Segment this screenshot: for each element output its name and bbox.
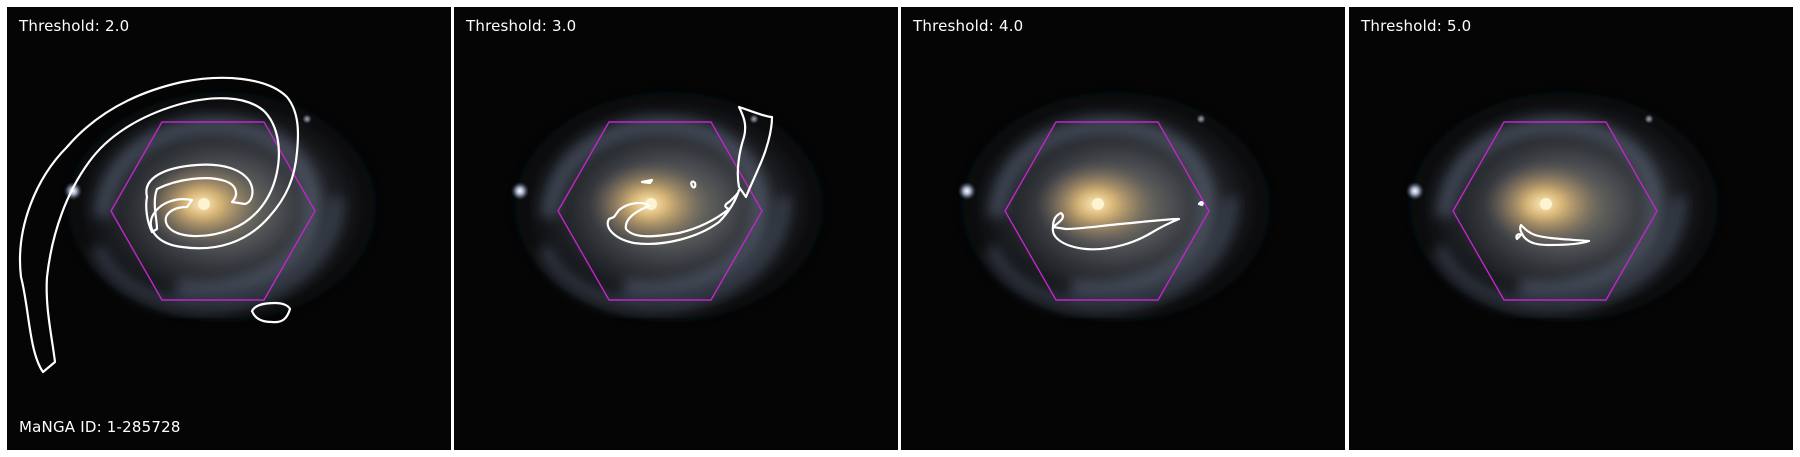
manga-id-label: MaNGA ID: 1-285728 <box>19 418 181 436</box>
galaxy-image <box>1349 7 1793 450</box>
contour <box>606 105 774 245</box>
galaxy-panel-threshold-4: Threshold: 4.0 <box>901 7 1345 450</box>
galaxy-panel-threshold-5: Threshold: 5.0 <box>1349 7 1793 450</box>
threshold-label: Threshold: 2.0 <box>19 17 130 35</box>
ifu-hexagon <box>1004 121 1210 301</box>
galaxy-image <box>7 7 451 450</box>
threshold-label: Threshold: 3.0 <box>466 17 577 35</box>
ifu-hexagon <box>110 121 316 301</box>
contour <box>1515 223 1591 247</box>
galaxy-panel-threshold-3: Threshold: 3.0 <box>454 7 898 450</box>
ifu-hexagon <box>1452 121 1658 301</box>
galaxy-image <box>454 7 898 450</box>
ifu-hexagon <box>557 121 763 301</box>
contour <box>1051 201 1204 251</box>
contour <box>19 76 300 374</box>
galaxy-image <box>901 7 1345 450</box>
threshold-label: Threshold: 5.0 <box>1361 17 1472 35</box>
threshold-label: Threshold: 4.0 <box>913 17 1024 35</box>
galaxy-panel-threshold-2: Threshold: 2.0 MaNGA ID: 1-285728 <box>7 7 451 450</box>
